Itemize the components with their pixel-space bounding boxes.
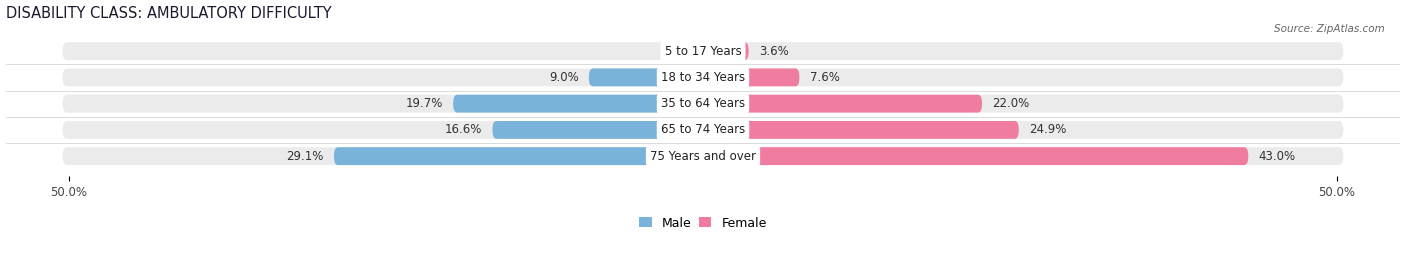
FancyBboxPatch shape bbox=[63, 95, 1343, 113]
Text: 43.0%: 43.0% bbox=[1258, 150, 1295, 163]
Text: DISABILITY CLASS: AMBULATORY DIFFICULTY: DISABILITY CLASS: AMBULATORY DIFFICULTY bbox=[6, 6, 332, 21]
Text: 24.9%: 24.9% bbox=[1029, 123, 1066, 136]
FancyBboxPatch shape bbox=[453, 95, 703, 113]
FancyBboxPatch shape bbox=[335, 147, 703, 165]
FancyBboxPatch shape bbox=[703, 121, 1019, 139]
Text: 19.7%: 19.7% bbox=[406, 97, 443, 110]
Text: 22.0%: 22.0% bbox=[993, 97, 1029, 110]
Text: 75 Years and over: 75 Years and over bbox=[650, 150, 756, 163]
FancyBboxPatch shape bbox=[63, 42, 1343, 60]
FancyBboxPatch shape bbox=[703, 42, 748, 60]
Text: 3.6%: 3.6% bbox=[759, 45, 789, 58]
Text: 5 to 17 Years: 5 to 17 Years bbox=[665, 45, 741, 58]
Text: Source: ZipAtlas.com: Source: ZipAtlas.com bbox=[1274, 24, 1385, 34]
FancyBboxPatch shape bbox=[703, 68, 800, 86]
Text: 65 to 74 Years: 65 to 74 Years bbox=[661, 123, 745, 136]
FancyBboxPatch shape bbox=[63, 147, 1343, 165]
Legend: Male, Female: Male, Female bbox=[634, 211, 772, 234]
FancyBboxPatch shape bbox=[589, 68, 703, 86]
FancyBboxPatch shape bbox=[63, 121, 1343, 139]
FancyBboxPatch shape bbox=[492, 121, 703, 139]
Text: 9.0%: 9.0% bbox=[548, 71, 579, 84]
Text: 0.0%: 0.0% bbox=[664, 45, 693, 58]
FancyBboxPatch shape bbox=[703, 95, 981, 113]
Text: 7.6%: 7.6% bbox=[810, 71, 839, 84]
FancyBboxPatch shape bbox=[63, 68, 1343, 86]
Text: 35 to 64 Years: 35 to 64 Years bbox=[661, 97, 745, 110]
Text: 16.6%: 16.6% bbox=[444, 123, 482, 136]
Text: 29.1%: 29.1% bbox=[287, 150, 323, 163]
FancyBboxPatch shape bbox=[703, 147, 1249, 165]
Text: 18 to 34 Years: 18 to 34 Years bbox=[661, 71, 745, 84]
